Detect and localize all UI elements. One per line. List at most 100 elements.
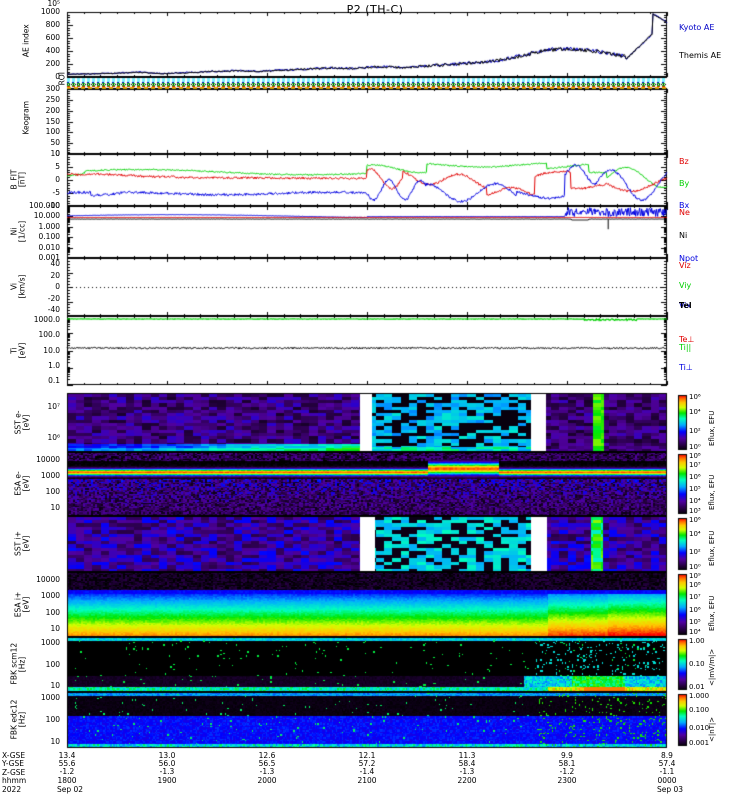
ephemeris-column: 9.9 58.1 -1.2 2300: [557, 751, 577, 785]
bfit-axis-title: B_FIT [nT]: [9, 169, 27, 190]
fbk-edc-ytick-label: 10: [50, 737, 60, 746]
legend-viz: Viz: [679, 261, 691, 270]
esa-e-axis-title: ESA e- [eV]: [13, 471, 31, 496]
colorbar-sst-e-tick-label: 10⁶: [689, 393, 701, 401]
legend-bz: Bz: [679, 157, 689, 166]
vi-ytick-label: -20: [47, 293, 60, 303]
vi-ytick-label: 40: [50, 259, 60, 268]
colorbar-sst-i-tick-label: 10⁰: [689, 563, 701, 571]
legend-npot: Npot: [679, 254, 699, 263]
legend-ni: Ni: [679, 231, 688, 240]
sst-e-axis-title: SST e- [eV]: [13, 410, 31, 434]
ephemeris-column: 13.4 55.6 -1.2 1800: [57, 751, 77, 785]
vi-axis-title: Vi [km/s]: [9, 274, 27, 299]
keogram-ytick-label: 0: [55, 149, 60, 158]
ephemeris-row-label: X-GSE: [2, 751, 26, 760]
colorbar-esa-e-tick-label: 10³: [689, 507, 701, 515]
colorbar-fbk-edc-title: <|nT|>: [708, 716, 716, 742]
vi-ytick-label: -40: [47, 305, 60, 314]
ae-ytick-label: 200: [45, 59, 60, 68]
colorbar-esa-i-tick-label: 10⁸: [689, 581, 701, 590]
ae-ytick-label: 1000: [40, 7, 60, 16]
esa-i-axis-title: ESA i+ [eV]: [13, 591, 31, 617]
colorbar-esa-i-tick-label: 10⁹: [689, 572, 701, 580]
vi-ytick-label: 20: [50, 270, 60, 280]
ti-ytick-label: 0.1: [48, 376, 60, 385]
colorbar-fbk-scm-tick-label: 1.00: [689, 637, 705, 645]
legend-te-perp: Te⊥: [679, 335, 695, 344]
bfit-ytick-label: 10: [50, 149, 60, 158]
colorbar-esa-i-title: Eflux, EFU: [708, 595, 716, 631]
colorbar-fbk-edc-tick-label: 1.000: [689, 692, 710, 700]
keogram-ytick-label: 200: [45, 105, 60, 115]
colorbar-esa-e-tick-label: 10⁷: [689, 461, 701, 469]
colorbar-sst-i-tick-label: 10⁴: [689, 530, 701, 539]
keogram-ytick-label: 300: [45, 84, 60, 93]
legend-themis-ae: Themis AE: [679, 51, 722, 60]
colorbar-fbk-scm-title: <|mV/m|>: [708, 648, 716, 686]
ephemeris-column: 12.1 57.2 -1.4 2100: [357, 751, 377, 785]
colorbar-esa-i-tick-label: 10⁷: [689, 593, 701, 602]
ephemeris-date: Sep 02: [57, 784, 84, 794]
colorbar-esa-e-tick-label: 10⁵: [689, 485, 701, 493]
ti-ytick-label: 100.0: [38, 330, 60, 340]
sst-i-ytick-label: 10⁵: [47, 0, 60, 8]
legend-ti-perp: Ti⊥: [679, 363, 693, 372]
colorbar-sst-e-tick-label: 10²: [689, 426, 701, 435]
keogram-ytick-label: 100: [45, 127, 60, 137]
fbk-edc-ytick-label: 1000: [40, 693, 60, 702]
bfit-ytick-label: 5: [55, 162, 60, 171]
colorbar-esa-e-tick-label: 10⁴: [689, 497, 701, 505]
ti-axis-title: Ti [eV]: [9, 342, 27, 358]
colorbar-fbk-scm-tick-label: 0.10: [689, 659, 705, 668]
ae-ytick-label: 400: [45, 46, 60, 55]
colorbar-fbk-edc-tick-label: 0.100: [689, 706, 710, 715]
ephemeris-row-label: Y-GSE: [2, 759, 24, 769]
fbk-scm-ytick-label: 1000: [40, 638, 60, 647]
colorbar-sst-i-title: Eflux, EFU: [708, 530, 716, 566]
sst-e-ytick-label: 10⁶: [47, 433, 60, 442]
legend-tel: Tel: [679, 301, 692, 310]
legend-bx: Bx: [679, 201, 690, 210]
ephemeris-column: 11.3 58.4 -1.3 2200: [457, 751, 477, 785]
colorbar-fbk-edc-tick-label: 0.010: [689, 723, 710, 732]
ephemeris-row-label: hhmm: [2, 776, 27, 786]
keogram-ytick-label: 150: [45, 116, 60, 126]
ni-ytick-label: 10.000: [33, 211, 60, 221]
esa-i-ytick-label: 1000: [40, 591, 60, 601]
colorbar-fbk-edc-tick-label: 0.001: [689, 739, 710, 747]
esa-e-ytick-label: 1000: [40, 471, 60, 480]
sst-i-axis-title: SST i+ [eV]: [13, 531, 31, 556]
fbk-scm-ytick-label: 10: [50, 681, 60, 690]
ephemeris-row-label: Z-GSE: [2, 767, 26, 777]
ni-axis-title: Ni [1/cc]: [9, 220, 27, 243]
ni-ytick-label: 1.000: [38, 221, 60, 231]
bfit-ytick-label: -5: [52, 188, 60, 197]
ni-ytick-label: 0.001: [38, 253, 60, 262]
esa-e-ytick-label: 10: [50, 503, 60, 512]
keogram-axis-title: Keogram: [21, 100, 31, 135]
colorbar-esa-i-tick-label: 10⁵: [689, 617, 701, 626]
bfit-ytick-label: -10: [47, 201, 60, 210]
bfit-ytick-label: 0: [55, 175, 60, 184]
ni-ytick-label: 100.000: [28, 201, 60, 210]
colorbar-fbk-scm-tick-label: 0.01: [689, 683, 705, 691]
ephemeris-row-label: 2022: [2, 784, 22, 794]
ni-ytick-label: 0.010: [38, 242, 60, 252]
colorbar-esa-i-tick-label: 10⁶: [689, 605, 701, 614]
keogram-ytick-label: 250: [45, 94, 60, 104]
legend-kyoto-ae: Kyoto AE: [679, 23, 715, 32]
legend-by: By: [679, 179, 690, 188]
colorbar-sst-e-tick-label: 10⁰: [689, 443, 701, 451]
colorbar-esa-i-tick-label: 10⁴: [689, 628, 701, 636]
fbk-edc-axis-title: FBK edc12 [Hz]: [9, 699, 27, 740]
ephemeris-column: 8.9 57.4 -1.1 0000: [657, 751, 677, 785]
esa-e-ytick-label: 10000: [36, 455, 60, 464]
keogram-ytick-label: 50: [50, 138, 60, 148]
fbk-scm-ytick-label: 100: [45, 659, 60, 669]
sst-e-ytick-label: 10⁷: [47, 402, 60, 411]
legend-ti-par: Ti||: [679, 343, 692, 352]
esa-i-ytick-label: 10: [50, 624, 60, 633]
